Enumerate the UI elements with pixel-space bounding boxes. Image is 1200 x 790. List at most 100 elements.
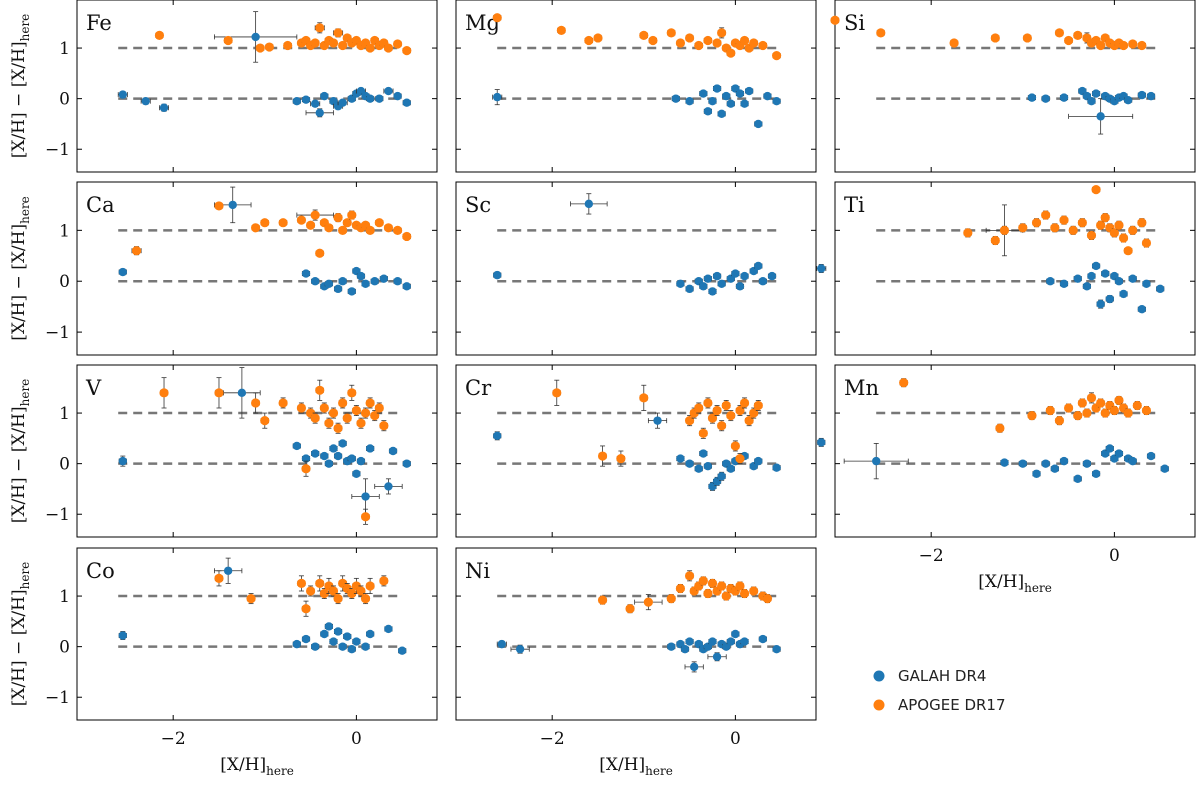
galah-marker — [379, 274, 389, 283]
galah-point — [1101, 269, 1110, 278]
apogee-point — [365, 43, 375, 53]
apogee-point — [726, 410, 736, 422]
galah-marker — [744, 86, 754, 96]
apogee-point — [1137, 218, 1147, 228]
galah-marker — [388, 446, 398, 456]
apogee-marker — [246, 593, 256, 604]
apogee-point — [214, 570, 224, 587]
apogee-marker — [360, 593, 371, 604]
apogee-point — [694, 40, 704, 51]
apogee-marker — [1063, 35, 1074, 46]
galah-marker — [758, 277, 768, 286]
apogee-marker — [772, 51, 782, 61]
apogee-marker — [1086, 393, 1097, 403]
apogee-point — [698, 427, 708, 439]
galah-marker — [685, 459, 694, 468]
ytick-label: 0 — [59, 638, 70, 658]
galah-marker — [1073, 274, 1082, 283]
galah-marker — [699, 282, 708, 291]
apogee-point — [749, 586, 759, 596]
apogee-point — [379, 420, 389, 432]
galah-point — [1068, 98, 1134, 135]
galah-marker — [1059, 456, 1069, 466]
apogee-marker — [296, 403, 307, 413]
apogee-marker — [749, 38, 759, 48]
galah-point — [1137, 90, 1147, 100]
panel-cr: Cr — [455, 364, 817, 538]
galah-point — [1137, 305, 1147, 314]
galah-marker — [352, 469, 361, 478]
galah-point — [388, 446, 398, 456]
galah-point — [393, 91, 402, 101]
galah-point — [118, 631, 128, 640]
galah-marker — [712, 271, 722, 281]
apogee-marker — [214, 201, 224, 211]
apogee-marker — [739, 398, 750, 408]
apogee-point — [264, 42, 274, 52]
apogee-point — [772, 51, 782, 61]
apogee-point — [328, 38, 339, 48]
galah-marker — [292, 441, 302, 451]
galah-marker — [301, 634, 311, 644]
apogee-point — [625, 604, 635, 614]
apogee-point — [393, 225, 403, 235]
galah-point — [365, 444, 375, 453]
apogee-point — [1137, 40, 1147, 51]
apogee-point — [639, 384, 649, 411]
apogee-point — [1091, 185, 1101, 195]
galah-point — [703, 107, 713, 116]
galah-point — [365, 629, 375, 639]
galah-point — [1041, 459, 1050, 468]
apogee-marker — [717, 581, 727, 591]
galah-marker — [708, 287, 717, 296]
apogee-marker — [324, 418, 334, 428]
galah-point — [118, 267, 128, 277]
apogee-marker — [154, 30, 165, 41]
galah-point — [843, 443, 909, 480]
galah-marker — [1082, 282, 1092, 291]
apogee-marker — [319, 403, 329, 413]
apogee-marker — [721, 400, 731, 411]
apogee-marker — [1091, 185, 1101, 195]
galah-point — [347, 287, 357, 296]
galah-marker — [352, 637, 361, 646]
apogee-point — [1118, 233, 1129, 243]
apogee-marker — [315, 578, 325, 589]
apogee-point — [721, 400, 731, 411]
galah-marker — [1091, 89, 1101, 98]
apogee-point — [324, 417, 334, 429]
apogee-point — [492, 13, 502, 23]
galah-marker — [817, 438, 826, 447]
apogee-point — [1022, 33, 1032, 43]
apogee-point — [1141, 405, 1152, 416]
galah-marker — [228, 200, 237, 210]
galah-point — [1082, 282, 1092, 291]
galah-marker — [329, 637, 338, 646]
apogee-marker — [1114, 220, 1124, 230]
galah-marker — [515, 644, 525, 654]
galah-point — [740, 99, 749, 108]
galah-marker — [493, 270, 502, 280]
apogee-marker — [296, 215, 307, 225]
apogee-marker — [694, 403, 704, 413]
galah-marker — [1050, 464, 1060, 473]
galah-marker — [365, 444, 375, 453]
ytick-label: −1 — [45, 323, 70, 343]
apogee-point — [735, 453, 745, 465]
apogee-marker — [1050, 223, 1060, 233]
ytick-label: 0 — [59, 90, 70, 110]
galah-marker — [347, 454, 357, 463]
galah-point — [1155, 284, 1165, 294]
apogee-marker — [990, 235, 1000, 246]
apogee-point — [758, 40, 768, 51]
apogee-marker — [296, 578, 307, 589]
apogee-point — [338, 225, 348, 235]
galah-marker — [685, 96, 694, 106]
apogee-point — [260, 218, 270, 228]
apogee-marker — [1128, 225, 1138, 235]
apogee-point — [675, 38, 686, 48]
galah-marker — [726, 637, 736, 646]
xtick-label: 0 — [351, 729, 362, 749]
apogee-marker — [1109, 405, 1119, 416]
apogee-point — [717, 581, 727, 591]
